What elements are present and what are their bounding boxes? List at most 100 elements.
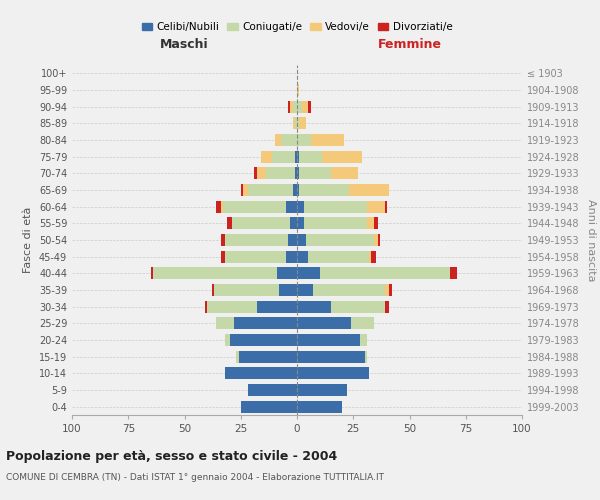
Bar bbox=[299, 150, 322, 162]
Bar bbox=[450, 268, 457, 280]
Bar bbox=[299, 184, 349, 196]
Bar bbox=[373, 218, 378, 230]
Bar bbox=[304, 218, 367, 230]
Bar bbox=[229, 334, 297, 346]
Bar bbox=[297, 300, 331, 312]
Bar bbox=[216, 318, 234, 330]
Bar bbox=[241, 400, 297, 412]
Bar bbox=[275, 134, 281, 146]
Bar bbox=[297, 100, 302, 112]
Bar bbox=[331, 168, 358, 179]
Bar bbox=[304, 200, 367, 212]
Bar bbox=[272, 150, 295, 162]
Bar bbox=[207, 300, 257, 312]
Bar bbox=[225, 334, 229, 346]
Bar bbox=[225, 368, 297, 380]
Bar bbox=[293, 184, 297, 196]
Bar bbox=[306, 234, 373, 246]
Bar bbox=[216, 200, 221, 212]
Bar bbox=[297, 168, 299, 179]
Y-axis label: Anni di nascita: Anni di nascita bbox=[586, 198, 596, 281]
Bar bbox=[308, 250, 369, 262]
Bar bbox=[225, 250, 286, 262]
Y-axis label: Fasce di età: Fasce di età bbox=[23, 207, 33, 273]
Bar bbox=[290, 100, 293, 112]
Bar bbox=[225, 234, 288, 246]
Bar bbox=[365, 350, 367, 362]
Bar bbox=[378, 234, 380, 246]
Bar bbox=[297, 200, 304, 212]
Bar bbox=[367, 200, 385, 212]
Bar bbox=[308, 100, 311, 112]
Bar bbox=[297, 318, 351, 330]
Bar bbox=[243, 184, 248, 196]
Bar bbox=[257, 168, 265, 179]
Bar bbox=[261, 150, 272, 162]
Bar bbox=[297, 218, 304, 230]
Bar bbox=[295, 168, 297, 179]
Bar bbox=[236, 350, 239, 362]
Bar bbox=[297, 284, 313, 296]
Bar bbox=[389, 284, 392, 296]
Text: Maschi: Maschi bbox=[160, 38, 209, 51]
Bar bbox=[221, 250, 225, 262]
Bar bbox=[369, 250, 371, 262]
Bar bbox=[313, 284, 385, 296]
Bar bbox=[299, 118, 306, 130]
Bar bbox=[295, 150, 297, 162]
Bar bbox=[293, 100, 297, 112]
Bar bbox=[212, 284, 214, 296]
Bar bbox=[265, 168, 295, 179]
Bar bbox=[248, 384, 297, 396]
Bar bbox=[277, 268, 297, 280]
Bar bbox=[214, 284, 279, 296]
Bar bbox=[385, 200, 387, 212]
Bar bbox=[205, 300, 207, 312]
Bar bbox=[293, 118, 295, 130]
Bar bbox=[232, 218, 290, 230]
Bar bbox=[297, 184, 299, 196]
Bar bbox=[279, 284, 297, 296]
Text: Femmine: Femmine bbox=[377, 38, 442, 51]
Bar bbox=[297, 268, 320, 280]
Legend: Celibi/Nubili, Coniugati/e, Vedovi/e, Divorziati/e: Celibi/Nubili, Coniugati/e, Vedovi/e, Di… bbox=[137, 18, 457, 36]
Bar bbox=[223, 200, 286, 212]
Bar bbox=[331, 300, 385, 312]
Bar bbox=[320, 268, 450, 280]
Bar bbox=[286, 200, 297, 212]
Bar bbox=[286, 250, 297, 262]
Bar bbox=[281, 134, 297, 146]
Text: Popolazione per età, sesso e stato civile - 2004: Popolazione per età, sesso e stato civil… bbox=[6, 450, 337, 463]
Bar bbox=[371, 250, 376, 262]
Bar bbox=[288, 100, 290, 112]
Bar bbox=[297, 384, 347, 396]
Bar bbox=[221, 200, 223, 212]
Bar bbox=[297, 84, 299, 96]
Bar bbox=[385, 300, 389, 312]
Bar bbox=[297, 234, 306, 246]
Bar bbox=[385, 284, 389, 296]
Bar bbox=[297, 368, 369, 380]
Bar bbox=[227, 218, 232, 230]
Bar bbox=[367, 218, 373, 230]
Bar bbox=[248, 184, 293, 196]
Bar bbox=[297, 150, 299, 162]
Bar bbox=[311, 134, 344, 146]
Bar bbox=[297, 400, 342, 412]
Bar bbox=[297, 250, 308, 262]
Bar bbox=[288, 234, 297, 246]
Bar bbox=[254, 168, 257, 179]
Bar bbox=[322, 150, 362, 162]
Bar bbox=[241, 184, 243, 196]
Bar bbox=[297, 350, 365, 362]
Bar bbox=[257, 300, 297, 312]
Bar bbox=[351, 318, 373, 330]
Bar bbox=[153, 268, 277, 280]
Bar bbox=[151, 268, 153, 280]
Bar bbox=[239, 350, 297, 362]
Bar bbox=[299, 168, 331, 179]
Bar bbox=[297, 118, 299, 130]
Bar bbox=[297, 334, 360, 346]
Bar bbox=[295, 118, 297, 130]
Bar bbox=[297, 134, 311, 146]
